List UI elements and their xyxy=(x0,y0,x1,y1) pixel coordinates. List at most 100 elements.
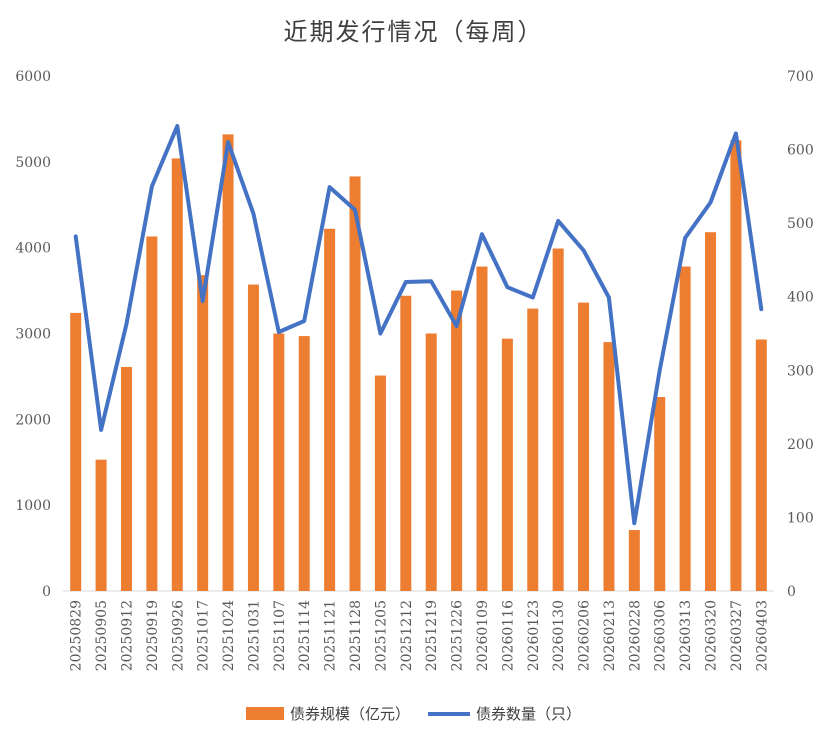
x-tick-label: 20251114 xyxy=(297,600,313,671)
right-tick-label: 100 xyxy=(787,510,814,526)
left-tick-label: 6000 xyxy=(15,69,51,85)
x-tick-label: 20260109 xyxy=(475,600,491,671)
legend-swatch-line xyxy=(428,711,470,716)
x-tick-label: 20250919 xyxy=(145,600,161,671)
bar xyxy=(451,290,463,591)
line-point xyxy=(506,286,508,288)
left-tick-label: 5000 xyxy=(15,155,51,171)
bar xyxy=(730,140,742,591)
line-point xyxy=(227,141,229,143)
line-point xyxy=(532,296,534,298)
bar xyxy=(120,366,132,591)
left-tick-label: 3000 xyxy=(15,327,51,343)
line-point xyxy=(659,369,661,371)
x-tick-label: 20251212 xyxy=(399,600,415,671)
x-tick-label: 20260313 xyxy=(678,600,694,671)
line-point xyxy=(151,185,153,187)
legend-label-bar: 债券规模（亿元） xyxy=(289,705,410,723)
bar xyxy=(578,302,590,591)
right-tick-label: 300 xyxy=(787,363,814,379)
bar xyxy=(374,375,386,591)
x-tick-label: 20251107 xyxy=(272,600,288,671)
bar xyxy=(400,295,412,591)
bar xyxy=(679,266,691,591)
line-point xyxy=(252,213,254,215)
x-tick-label: 20250912 xyxy=(119,600,135,671)
bar xyxy=(298,336,310,591)
left-tick-label: 4000 xyxy=(15,241,51,257)
line-point xyxy=(354,209,356,211)
bar xyxy=(552,248,564,591)
left-tick-label: 0 xyxy=(42,584,51,600)
left-tick-label: 2000 xyxy=(15,412,51,428)
legend-swatch-bar xyxy=(245,707,284,720)
x-tick-label: 20251031 xyxy=(246,600,262,671)
bar xyxy=(501,338,513,591)
line-point xyxy=(735,132,737,134)
x-tick-label: 20260213 xyxy=(602,600,618,671)
line-point xyxy=(583,249,585,251)
line-point xyxy=(329,186,331,188)
bar xyxy=(171,158,183,591)
line-point xyxy=(684,237,686,239)
bar xyxy=(146,236,158,591)
x-tick-label: 20251121 xyxy=(323,600,339,671)
x-tick-label: 20251024 xyxy=(221,600,237,671)
bar xyxy=(628,530,640,591)
bar xyxy=(527,308,539,591)
bar xyxy=(247,284,259,591)
line-point xyxy=(430,280,432,282)
right-tick-label: 0 xyxy=(787,584,796,600)
right-tick-label: 700 xyxy=(787,69,814,85)
left-tick-label: 1000 xyxy=(15,498,51,514)
line-point xyxy=(100,429,102,431)
line-point xyxy=(125,323,127,325)
bar xyxy=(603,342,615,591)
right-tick-label: 200 xyxy=(787,437,814,453)
bar xyxy=(70,312,82,591)
line-point xyxy=(557,220,559,222)
line-point xyxy=(633,522,635,524)
x-tick-label: 20260403 xyxy=(754,600,770,671)
line-point xyxy=(176,125,178,127)
x-tick-label: 20260206 xyxy=(577,600,593,671)
x-tick-label: 20260320 xyxy=(704,600,720,671)
bar xyxy=(476,266,488,591)
bar xyxy=(324,228,336,592)
x-tick-label: 20250926 xyxy=(170,600,186,671)
bar xyxy=(425,333,437,591)
x-tick-label: 20250905 xyxy=(94,600,110,671)
right-tick-label: 500 xyxy=(787,216,814,232)
x-axis-ticks: 20250829 20250905 20250912 20250919 20250926… xyxy=(69,600,771,671)
x-tick-label: 20250829 xyxy=(69,600,85,671)
x-tick-label: 20251219 xyxy=(424,600,440,671)
x-tick-label: 20260123 xyxy=(526,600,542,671)
line-point xyxy=(405,281,407,283)
line-point xyxy=(608,296,610,298)
line-point xyxy=(303,320,305,322)
right-tick-label: 600 xyxy=(787,143,814,159)
legend-item-line: 债券数量（只） xyxy=(428,703,581,724)
right-y-axis: 0 100 200 300 400 500 600 700 xyxy=(787,69,814,600)
right-tick-label: 400 xyxy=(787,290,814,306)
x-tick-label: 20260116 xyxy=(500,600,516,671)
bar xyxy=(349,176,361,592)
x-tick-label: 20251226 xyxy=(450,600,466,671)
chart-title: 近期发行情况（每周） xyxy=(283,18,544,46)
x-tick-label: 20260306 xyxy=(653,600,669,671)
legend-item-bar: 债券规模（亿元） xyxy=(245,703,410,724)
line-point xyxy=(202,300,204,302)
bar xyxy=(273,333,285,591)
bar-series xyxy=(70,134,767,592)
bar xyxy=(197,275,209,591)
line-series xyxy=(73,124,764,526)
left-y-axis: 0 1000 2000 3000 4000 5000 6000 xyxy=(15,69,51,600)
bar xyxy=(95,459,107,591)
line-point xyxy=(481,233,483,235)
legend-label-line: 债券数量（只） xyxy=(476,705,582,723)
bar xyxy=(705,232,717,591)
x-tick-label: 20260228 xyxy=(627,600,643,671)
bar xyxy=(222,134,234,591)
x-tick-label: 20251205 xyxy=(373,600,389,671)
x-tick-label: 20260327 xyxy=(729,600,745,671)
